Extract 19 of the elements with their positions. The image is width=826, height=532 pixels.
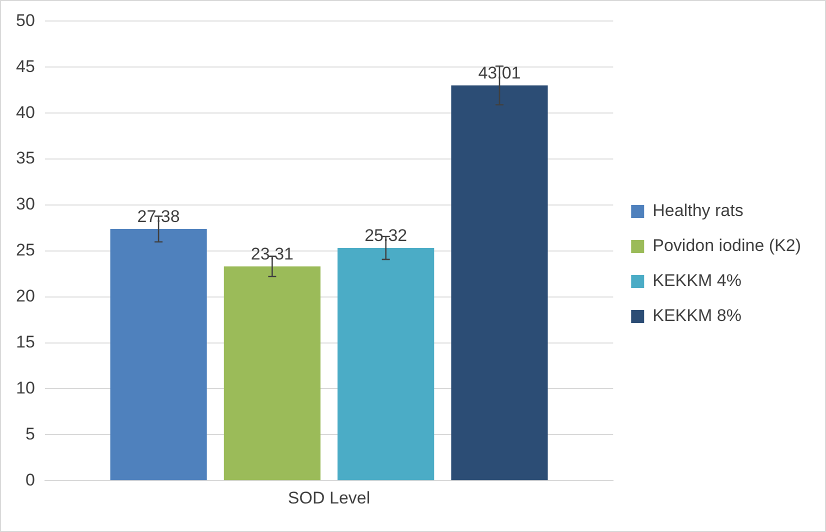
y-tick-label: 15 (16, 332, 35, 352)
data-label: 25.32 (364, 226, 408, 246)
y-tick-label: 20 (16, 286, 35, 306)
y-tick-label: 0 (25, 470, 35, 490)
data-label: 23.31 (250, 244, 294, 264)
legend-label: Povidon iodine (K2) (652, 236, 802, 256)
y-tick-label: 10 (16, 378, 35, 398)
y-tick-label: 30 (16, 194, 35, 214)
x-tick-label: SOD Level (288, 488, 370, 508)
y-tick-label: 40 (16, 102, 35, 122)
y-tick-label: 35 (16, 148, 35, 168)
y-tick-label: 25 (16, 240, 35, 260)
legend-label: Healthy rats (652, 201, 744, 220)
legend-label: KEKKM 8% (652, 306, 742, 326)
y-tick-label: 45 (16, 56, 35, 76)
y-tick-label: 50 (16, 10, 35, 30)
data-label: 27.38 (137, 207, 180, 226)
legend-label: KEKKM 4% (652, 271, 742, 290)
y-tick-label: 5 (25, 424, 35, 444)
